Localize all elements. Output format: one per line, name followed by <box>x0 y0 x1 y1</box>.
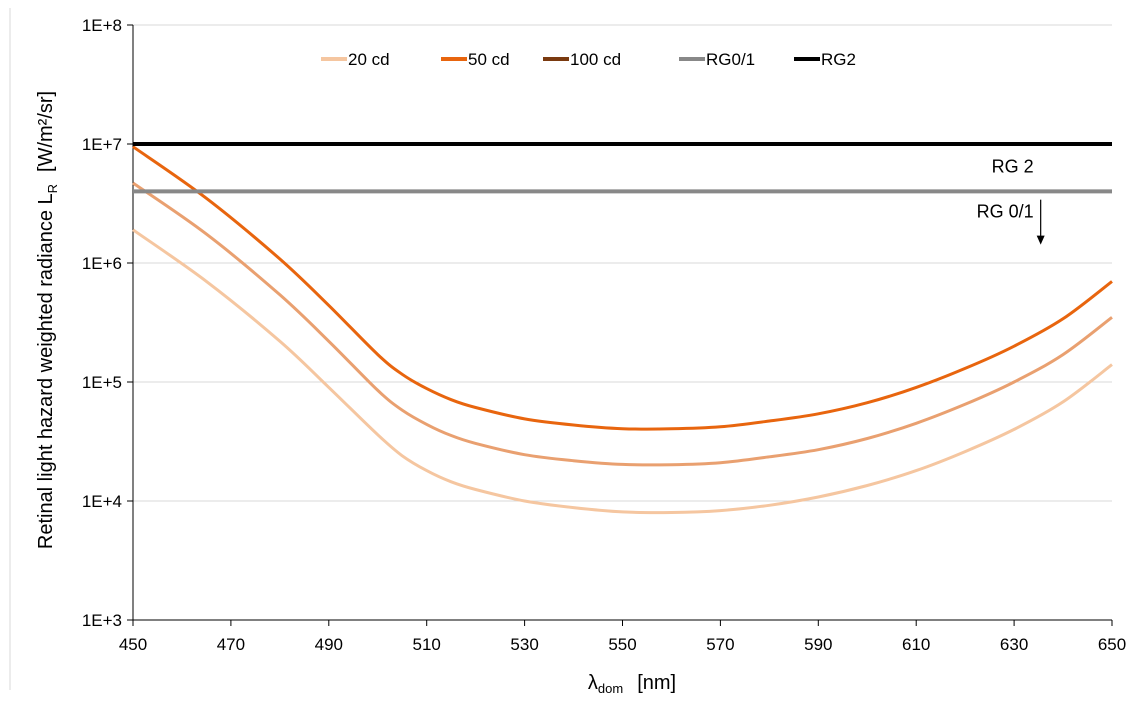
y-tick-label-3: 1E+6 <box>82 254 122 273</box>
x-tick-label-7: 590 <box>804 635 832 654</box>
x-tick-label-3: 510 <box>413 635 441 654</box>
annotation-label-0: RG 2 <box>992 156 1034 176</box>
y-tick-labels: 1E+3 1E+4 1E+5 1E+6 1E+7 1E+8 <box>82 16 122 630</box>
x-tick-label-1: 470 <box>217 635 245 654</box>
y-tick-label-0: 1E+3 <box>82 611 122 630</box>
axes <box>127 24 1113 626</box>
x-tick-label-5: 550 <box>608 635 636 654</box>
x-axis-label-unit: [nm] <box>637 672 676 694</box>
x-tick-label-9: 630 <box>1000 635 1028 654</box>
y-tick-label-5: 1E+8 <box>82 16 122 35</box>
series-line-0 <box>132 228 1113 515</box>
x-tick-label-8: 610 <box>902 635 930 654</box>
x-axis-label-sub: dom <box>598 681 623 696</box>
y-tick-label-4: 1E+7 <box>82 135 122 154</box>
legend: 20 cd 50 cd 100 cd RG0/1 RG2 <box>321 50 856 69</box>
y-axis-label: Retinal light hazard weighted radiance L… <box>35 91 60 549</box>
x-tick-label-0: 450 <box>119 635 147 654</box>
series-line-1 <box>132 181 1113 467</box>
series-line-2 <box>132 145 1113 431</box>
legend-label-2: 100 cd <box>570 50 621 69</box>
annotations: RG 2 RG 0/1 <box>977 156 1045 245</box>
y-axis-label-main: Retinal light hazard weighted radiance L <box>35 193 57 549</box>
legend-label-4: RG2 <box>821 50 856 69</box>
x-tick-label-2: 490 <box>315 635 343 654</box>
legend-label-0: 20 cd <box>348 50 390 69</box>
y-axis-label-sub: R <box>45 184 60 193</box>
annotation-label-1: RG 0/1 <box>977 202 1034 222</box>
y-tick-label-2: 1E+5 <box>82 373 122 392</box>
x-axis-label-main: λ <box>588 672 598 694</box>
x-tick-label-4: 530 <box>510 635 538 654</box>
y-axis-label-unit: [W/m²/sr] <box>35 91 57 172</box>
x-tick-labels: 450 470 490 510 530 550 570 590 610 630 650 <box>119 635 1126 654</box>
annotation-arrow-head-1 <box>1036 235 1045 245</box>
x-axis-label: λdom [nm] <box>588 672 676 696</box>
y-tick-label-1: 1E+4 <box>82 492 122 511</box>
legend-label-3: RG0/1 <box>706 50 755 69</box>
x-tick-label-6: 570 <box>706 635 734 654</box>
x-tick-label-10: 650 <box>1098 635 1126 654</box>
legend-label-1: 50 cd <box>468 50 510 69</box>
series-group <box>132 142 1113 515</box>
